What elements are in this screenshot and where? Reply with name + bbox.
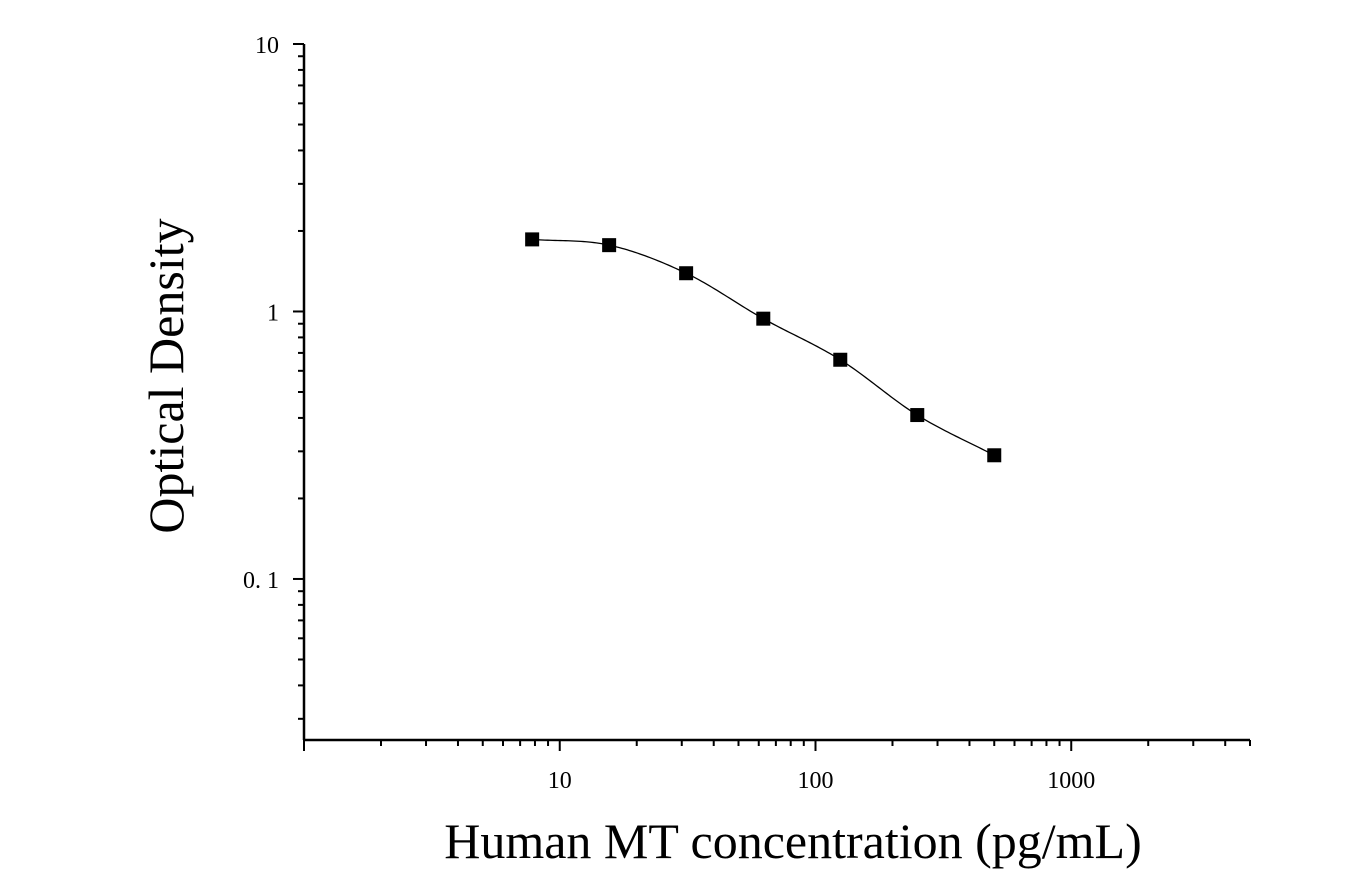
y-tick-label: 0. 1 [243,568,279,594]
fit-curve-layer [532,238,995,456]
y-tick-label: 10 [255,33,279,59]
axis-ticks [293,43,1251,751]
x-axis-title: Human MT concentration (pg/mL) [444,813,1142,869]
data-point-marker [679,266,694,281]
data-point-marker [756,311,771,326]
axes [302,44,1250,742]
y-axis-title: Optical Density [138,218,194,533]
fit-curve [532,238,995,456]
data-point-marker [910,408,925,423]
tick-labels: 10 100 1000 10 1 0. 1 [243,33,1095,794]
x-tick-label: 100 [797,768,833,794]
data-point-marker [987,448,1002,463]
data-point-marker [525,232,540,247]
x-tick-label: 1000 [1047,768,1095,794]
data-points [525,232,1002,463]
data-point-marker [602,238,617,253]
y-tick-label: 1 [267,300,279,326]
x-tick-label: 10 [548,768,572,794]
data-point-marker [833,352,848,367]
